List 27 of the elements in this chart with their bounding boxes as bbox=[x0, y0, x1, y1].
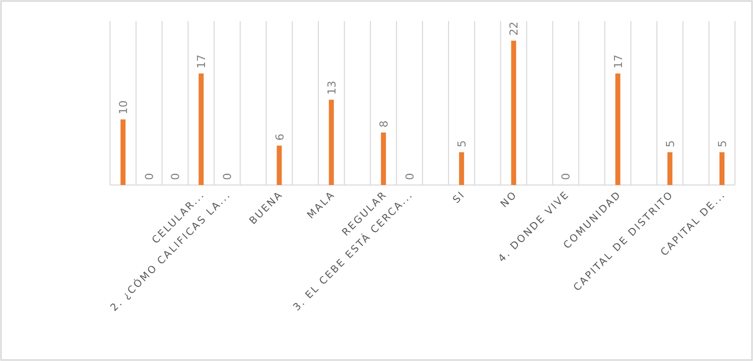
x-tick-label: SI bbox=[451, 189, 468, 206]
bar bbox=[719, 152, 724, 185]
data-label: 13 bbox=[325, 80, 338, 95]
bar bbox=[276, 146, 282, 185]
bar bbox=[511, 40, 516, 185]
data-label: 22 bbox=[508, 22, 521, 36]
bar bbox=[667, 152, 672, 185]
data-label: 17 bbox=[195, 54, 208, 68]
data-label: 8 bbox=[377, 120, 390, 128]
data-label: 0 bbox=[221, 173, 234, 180]
bar bbox=[459, 152, 464, 185]
data-label: 10 bbox=[117, 100, 130, 114]
bar bbox=[615, 73, 620, 185]
data-label: 6 bbox=[273, 134, 286, 141]
data-label: 0 bbox=[403, 173, 416, 180]
x-tick-label: NO bbox=[499, 189, 520, 210]
data-label: 0 bbox=[143, 173, 156, 180]
data-label: 0 bbox=[560, 173, 573, 180]
data-label: 5 bbox=[664, 140, 677, 148]
bar bbox=[120, 119, 126, 185]
bar bbox=[198, 73, 204, 185]
data-label: 5 bbox=[716, 140, 729, 148]
bar bbox=[328, 100, 334, 185]
data-label: 5 bbox=[456, 140, 469, 148]
bar bbox=[380, 132, 386, 185]
data-label: 17 bbox=[612, 54, 625, 68]
data-label: 0 bbox=[169, 173, 182, 180]
